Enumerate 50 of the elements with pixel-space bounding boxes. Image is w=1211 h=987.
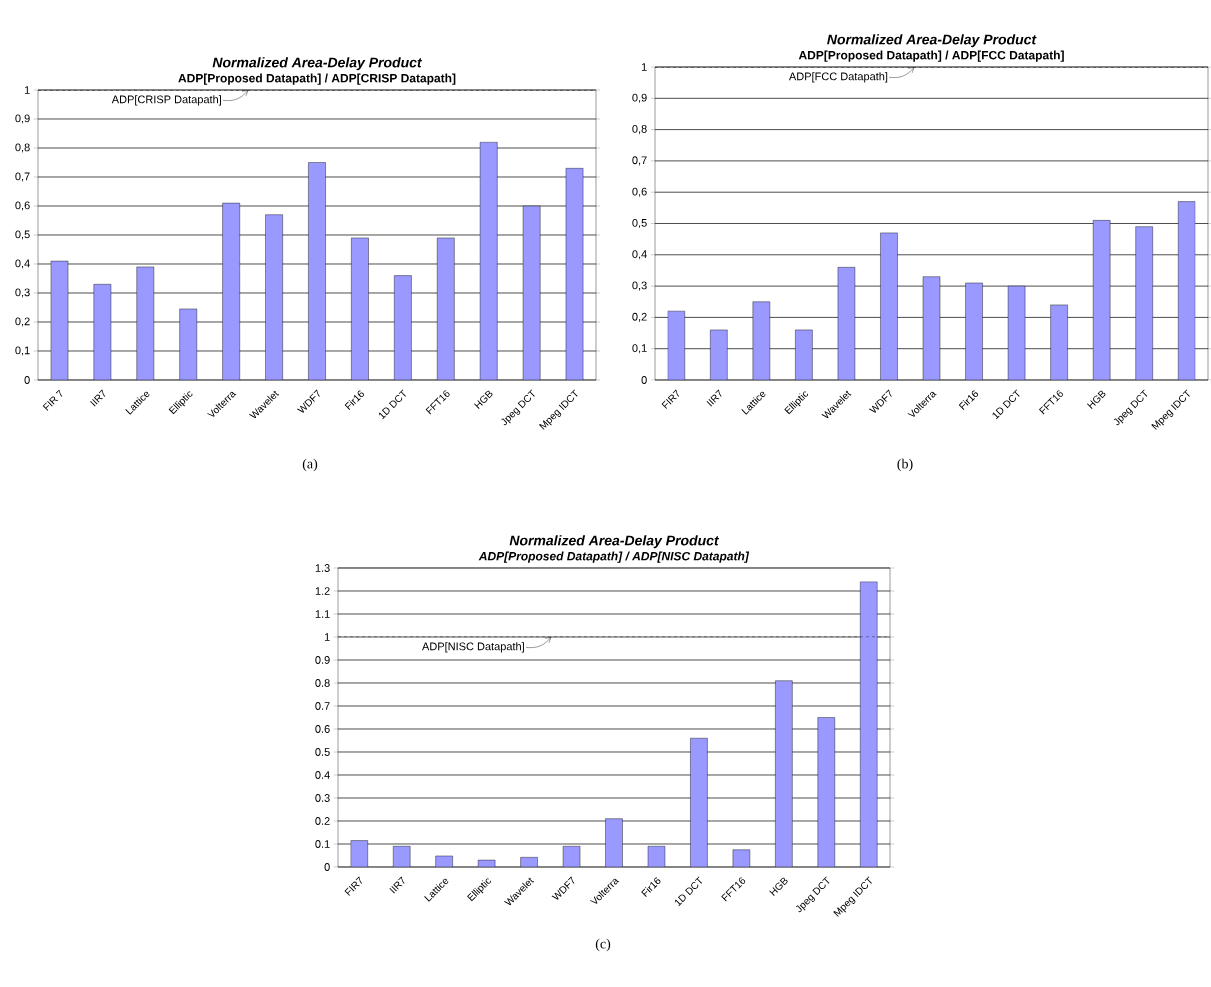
x-tick-label: FIR 7 (42, 389, 63, 411)
x-tick-label: IIR7 (90, 389, 106, 407)
y-tick-label: 0,2 (632, 312, 647, 322)
y-tick-label: 0.7 (315, 702, 330, 710)
chart-subtitle: ADP[Proposed Datapath] / ADP[NISC Datapath] (478, 551, 750, 563)
y-tick-label: 0,1 (632, 344, 647, 354)
y-tick-label: 0.2 (315, 817, 330, 825)
y-tick-label: 0.3 (315, 794, 330, 802)
chart-title: Normalized Area-Delay Product (509, 535, 720, 549)
y-tick-label: 0,1 (15, 346, 30, 356)
y-tick-label: 0,6 (632, 187, 647, 197)
y-tick-label: 0,8 (632, 125, 647, 135)
y-tick-label: 0,7 (632, 156, 647, 166)
y-tick-label: 1.2 (315, 587, 330, 595)
y-tick-label: 0,7 (15, 172, 30, 182)
y-tick-label: 0.5 (315, 748, 330, 756)
y-tick-label: 0.8 (315, 679, 330, 687)
y-tick-label: 1 (24, 86, 30, 94)
y-tick-label: 0,2 (15, 317, 30, 327)
y-tick-label: 1 (641, 63, 647, 71)
y-tick-label: 1.1 (315, 610, 330, 618)
chart-title: Normalized Area-Delay Product (827, 34, 1037, 48)
chart-subtitle: ADP[Proposed Datapath] / ADP[FCC Datapath] (798, 50, 1064, 62)
y-tick-label: 0.6 (315, 725, 330, 733)
y-tick-label: 0 (324, 863, 330, 871)
y-tick-label: 0,6 (15, 201, 30, 211)
legend-label: ADP[CRISP Datapath] (111, 95, 221, 106)
y-tick-label: 0,9 (15, 114, 30, 124)
y-tick-label: 0 (24, 376, 30, 384)
text: (a) (302, 458, 318, 472)
y-tick-label: 1 (324, 633, 330, 641)
chart-title: Normalized Area-Delay Product (212, 57, 423, 71)
y-tick-label: 0.9 (315, 656, 330, 664)
text: (c) (595, 938, 611, 952)
y-tick-label: 0 (641, 376, 647, 384)
y-tick-label: 0,8 (15, 143, 30, 153)
y-tick-label: 0,4 (15, 259, 30, 269)
y-tick-label: 0,4 (632, 250, 647, 260)
y-tick-label: 0,3 (632, 281, 647, 291)
y-tick-label: 0.4 (315, 771, 330, 779)
y-tick-label: 0,3 (15, 288, 30, 298)
y-tick-label: 0,5 (632, 218, 647, 229)
y-tick-label: 0,5 (15, 230, 30, 240)
legend-label: ADP[NISC Datapath] (422, 642, 524, 653)
y-tick-label: 0,9 (632, 93, 647, 103)
y-tick-label: 0.1 (315, 840, 330, 848)
text: (b) (897, 458, 913, 472)
y-tick-label: 1.3 (315, 564, 330, 572)
chart-subtitle: ADP[Proposed Datapath] / ADP[CRISP Datapath] (178, 73, 456, 85)
legend-label: ADP[FCC Datapath] (788, 72, 888, 83)
